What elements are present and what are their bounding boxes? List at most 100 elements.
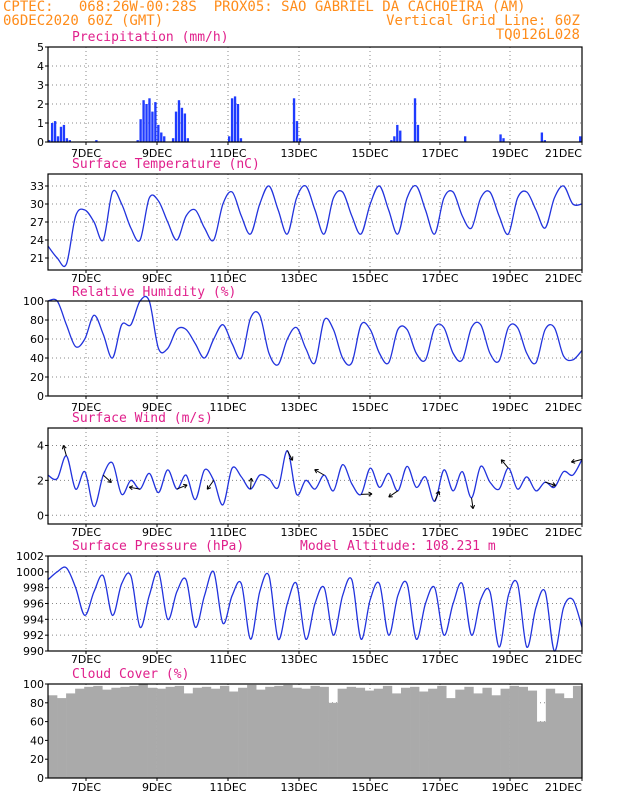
precip-bar	[239, 138, 243, 142]
wind-arrow-head	[61, 444, 67, 450]
wind-arrow	[434, 491, 440, 502]
panel-annotation: Model Altitude: 108.231 m	[300, 539, 496, 554]
wind-arrow-head	[368, 491, 373, 497]
cloud-bar	[572, 685, 583, 778]
cloud-bar	[437, 685, 447, 778]
x-tick-label: 7DEC	[71, 653, 101, 666]
cloud-bar	[319, 686, 329, 778]
wind-arrow-head	[183, 483, 188, 489]
cloud-bar	[545, 688, 556, 778]
precip-bar	[160, 132, 163, 142]
x-tick-label: 17DEC	[421, 781, 458, 794]
cloud-bar	[111, 687, 121, 778]
precip-bar	[180, 107, 184, 142]
panel-title: Precipitation (mm/h)	[72, 30, 229, 45]
x-tick-label: 7DEC	[71, 781, 101, 794]
x-tick-label: 13DEC	[280, 147, 317, 160]
wind-arrow	[314, 469, 325, 476]
precip-bar	[502, 138, 505, 142]
precip-bar	[396, 124, 399, 142]
wind-arrow	[286, 450, 293, 461]
cloud-bar	[518, 686, 528, 778]
cloud-bar	[301, 688, 311, 778]
precip-bar	[154, 102, 157, 142]
panel-1: 0 1 2 3 4 5 Precipitation (mm/h) 7DEC 9DEC 11DEC 1…	[37, 30, 583, 160]
cloud-bar	[210, 688, 221, 778]
y-tick-label: 2	[37, 474, 44, 487]
y-tick-label: 1000	[16, 566, 44, 579]
series-line	[47, 295, 583, 366]
x-tick-label: 17DEC	[421, 272, 458, 285]
cloud-bar	[328, 702, 338, 778]
panel-6: 0 20 40 60 80 100 Cloud Cover (%) 7DEC 9DEC 11DEC…	[23, 667, 583, 794]
x-tick-label: 7DEC	[71, 526, 101, 539]
cloud-bar	[310, 685, 320, 778]
x-tick-label: 19DEC	[491, 781, 528, 794]
precip-bar	[543, 140, 546, 142]
cloud-bar	[391, 693, 402, 778]
precip-bar	[62, 124, 66, 142]
cloud-bar	[57, 698, 67, 778]
cloud-bar	[84, 686, 94, 778]
precip-bar	[177, 100, 181, 142]
cloud-bar	[201, 686, 212, 778]
y-tick-label: 100	[23, 678, 44, 691]
series-line	[47, 566, 583, 652]
header-model-id: TQ0126L028	[495, 27, 580, 43]
y-tick-label: 60	[30, 333, 44, 346]
cloud-bar	[66, 693, 76, 778]
cloud-bar	[120, 686, 130, 778]
header-grid-note: Vertical Grid Line: 60Z	[386, 13, 580, 29]
cloud-bar	[192, 687, 203, 778]
x-tick-label: 7DEC	[71, 272, 101, 285]
cloud-bar	[400, 687, 411, 778]
y-tick-label: 996	[23, 598, 44, 611]
wind-arrow	[471, 497, 474, 509]
precip-bar	[95, 140, 98, 142]
x-tick-label: 7DEC	[71, 401, 101, 414]
x-tick-label: 21DEC	[545, 272, 582, 285]
x-tick-label: 21DEC	[545, 526, 582, 539]
x-tick-label: 21DEC	[545, 781, 582, 794]
y-tick-label: 60	[30, 716, 44, 729]
x-tick-label: 21DEC	[545, 401, 582, 414]
precip-bar	[157, 124, 160, 142]
precip-bar	[233, 96, 237, 142]
panel-5: 990 992 994 996 998 1000 1002 Surface Pressure …	[16, 539, 583, 666]
wind-arrow	[102, 474, 112, 483]
x-tick-label: 11DEC	[209, 781, 246, 794]
x-tick-label: 15DEC	[351, 653, 388, 666]
panel-title: Surface Pressure (hPa)	[72, 539, 244, 554]
y-tick-label: 0	[37, 772, 44, 785]
cloud-bar	[491, 695, 501, 778]
x-tick-label: 9DEC	[142, 653, 172, 666]
precip-bar	[139, 119, 142, 142]
x-tick-label: 9DEC	[142, 147, 172, 160]
panel-3: 0 20 40 60 80 100 Relative Humidity (%) 7DEC 9DE…	[23, 285, 583, 414]
x-tick-label: 15DEC	[351, 147, 388, 160]
y-tick-label: 20	[30, 371, 44, 384]
precip-bar	[540, 132, 544, 142]
x-tick-label: 19DEC	[491, 653, 528, 666]
precip-bar	[183, 113, 187, 142]
x-tick-label: 11DEC	[209, 653, 246, 666]
x-tick-label: 17DEC	[421, 526, 458, 539]
cloud-bar	[509, 685, 519, 778]
panel-title: Surface Temperature (nC)	[72, 157, 260, 172]
x-tick-label: 11DEC	[209, 401, 246, 414]
x-tick-label: 13DEC	[280, 526, 317, 539]
precip-bar	[163, 136, 166, 142]
plot-frame	[47, 46, 583, 143]
precip-bar	[292, 98, 296, 142]
wind-arrow-head	[551, 482, 557, 487]
y-tick-label: 0	[37, 509, 44, 522]
x-tick-label: 21DEC	[545, 653, 582, 666]
precip-bar	[65, 138, 69, 142]
cloud-bar	[75, 688, 85, 778]
y-tick-label: 1	[37, 117, 44, 130]
cloud-bar	[364, 690, 375, 778]
precip-bar	[390, 140, 393, 142]
y-tick-label: 100	[23, 295, 44, 308]
cloud-bar	[247, 684, 257, 778]
precip-bar	[227, 136, 231, 142]
